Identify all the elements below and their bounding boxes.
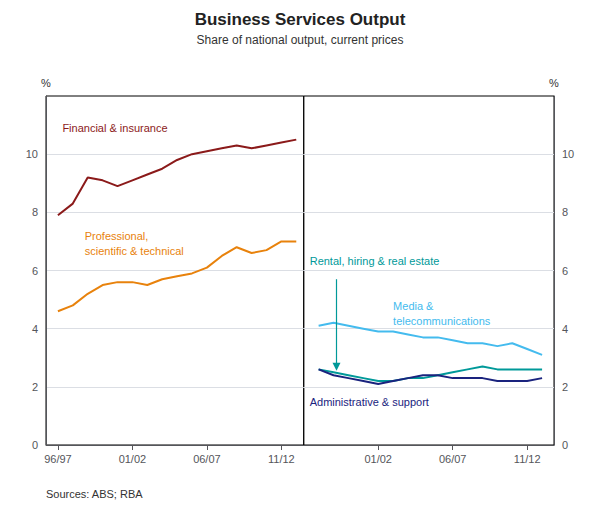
svg-text:06/07: 06/07 <box>193 453 221 465</box>
svg-text:6: 6 <box>562 265 568 277</box>
svg-text:Share of national output, curr: Share of national output, current prices <box>197 33 404 47</box>
svg-text:scientific & technical: scientific & technical <box>85 245 184 257</box>
svg-text:10: 10 <box>26 148 38 160</box>
svg-text:2: 2 <box>562 381 568 393</box>
svg-text:01/02: 01/02 <box>119 453 147 465</box>
svg-text:6: 6 <box>32 265 38 277</box>
svg-text:Media &: Media & <box>393 300 434 312</box>
svg-text:4: 4 <box>32 323 38 335</box>
svg-text:Business Services Output: Business Services Output <box>195 10 406 29</box>
svg-text:8: 8 <box>562 206 568 218</box>
svg-text:96/97: 96/97 <box>44 453 72 465</box>
svg-text:11/12: 11/12 <box>514 453 541 465</box>
svg-text:Financial & insurance: Financial & insurance <box>62 122 167 134</box>
svg-text:01/02: 01/02 <box>364 453 392 465</box>
svg-text:Rental, hiring & real estate: Rental, hiring & real estate <box>310 255 440 267</box>
svg-text:10: 10 <box>562 148 574 160</box>
svg-text:0: 0 <box>32 439 38 451</box>
svg-text:%: % <box>549 77 559 89</box>
svg-text:4: 4 <box>562 323 568 335</box>
svg-text:Professional,: Professional, <box>85 230 149 242</box>
svg-text:11/12: 11/12 <box>268 453 295 465</box>
svg-text:2: 2 <box>32 381 38 393</box>
svg-text:06/07: 06/07 <box>439 453 467 465</box>
svg-text:8: 8 <box>32 206 38 218</box>
svg-text:Sources: ABS; RBA: Sources: ABS; RBA <box>46 488 143 500</box>
svg-text:Administrative & support: Administrative & support <box>310 396 429 408</box>
svg-text:0: 0 <box>562 439 568 451</box>
svg-text:telecommunications: telecommunications <box>393 315 491 327</box>
svg-text:%: % <box>41 77 51 89</box>
